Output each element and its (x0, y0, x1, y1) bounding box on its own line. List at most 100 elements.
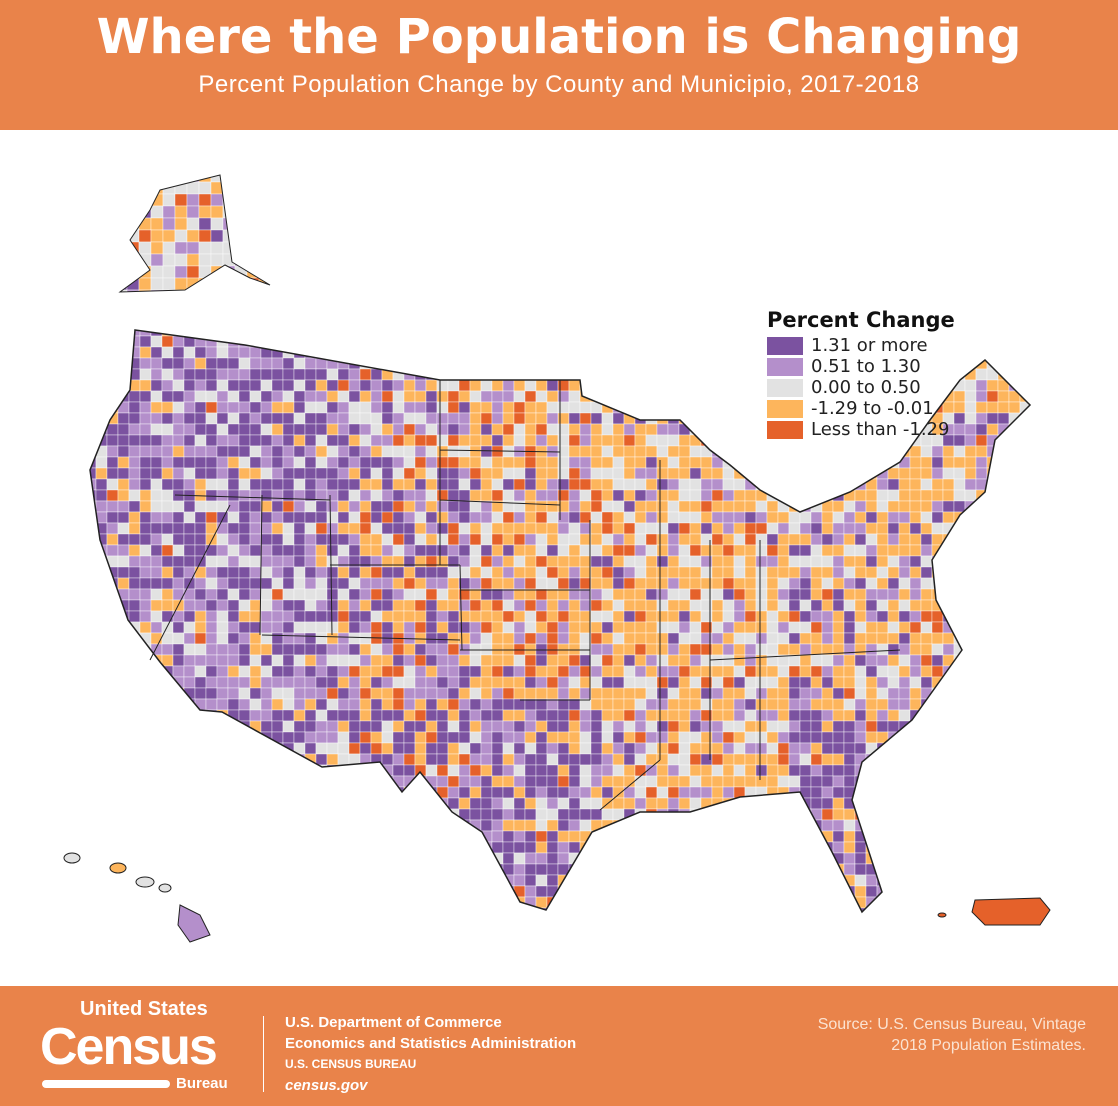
county-cell (117, 423, 130, 436)
county-cell (634, 819, 647, 832)
county-cell (832, 533, 845, 546)
county-cell (700, 841, 713, 854)
county-cell (425, 786, 438, 799)
county-cell (128, 709, 141, 722)
county-cell (491, 742, 504, 755)
county-cell (623, 555, 636, 568)
county-cell (953, 720, 966, 733)
county-cell (348, 632, 361, 645)
county-cell (139, 753, 152, 766)
county-cell (755, 863, 768, 876)
county-cell (524, 885, 537, 898)
county-cell (293, 687, 306, 700)
county-cell (337, 588, 350, 601)
county-cell (590, 330, 603, 337)
county-cell (986, 665, 999, 678)
county-cell (260, 764, 273, 777)
county-cell (90, 852, 97, 865)
county-cell (381, 621, 394, 634)
county-cell (942, 819, 955, 832)
county-cell (90, 874, 97, 887)
county-cell (205, 643, 218, 656)
county-cell (766, 643, 779, 656)
county-cell (513, 456, 526, 469)
county-cell (249, 423, 262, 436)
county-cell (227, 852, 240, 865)
county-cell (271, 330, 284, 337)
county-cell (370, 412, 383, 425)
county-cell (931, 698, 944, 711)
county-cell (425, 379, 438, 392)
county-cell (293, 533, 306, 546)
county-cell (711, 544, 724, 557)
county-cell (843, 863, 856, 876)
county-cell (162, 217, 176, 231)
county-cell (150, 277, 164, 291)
county-cell (744, 610, 757, 623)
county-cell (249, 566, 262, 579)
county-cell (128, 720, 141, 733)
county-cell (370, 467, 383, 480)
county-cell (590, 676, 603, 689)
county-cell (194, 500, 207, 513)
county-cell (557, 896, 570, 909)
census-link[interactable]: census.gov (285, 1077, 368, 1094)
county-cell (326, 390, 339, 403)
county-cell (436, 456, 449, 469)
county-cell (414, 588, 427, 601)
county-cell (711, 753, 724, 766)
county-cell (975, 863, 988, 876)
county-cell (975, 368, 988, 381)
county-cell (249, 687, 262, 700)
county-cell (513, 632, 526, 645)
county-cell (700, 456, 713, 469)
county-cell (557, 797, 570, 810)
county-cell (469, 566, 482, 579)
county-cell (667, 731, 680, 744)
county-cell (337, 368, 350, 381)
county-cell (832, 577, 845, 590)
county-cell (414, 709, 427, 722)
county-cell (931, 874, 944, 887)
county-cell (733, 676, 746, 689)
county-cell (502, 742, 515, 755)
county-cell (524, 753, 537, 766)
county-cell (568, 588, 581, 601)
county-cell (436, 621, 449, 634)
county-cell (920, 830, 933, 843)
county-cell (304, 852, 317, 865)
county-cell (128, 797, 141, 810)
county-cell (876, 863, 889, 876)
county-cell (150, 555, 163, 568)
county-cell (678, 698, 691, 711)
county-cell (381, 379, 394, 392)
county-cell (953, 775, 966, 788)
county-cell (249, 874, 262, 887)
county-cell (623, 698, 636, 711)
county-cell (887, 533, 900, 546)
county-cell (733, 335, 746, 348)
county-cell (568, 885, 581, 898)
county-cell (920, 522, 933, 535)
county-cell (95, 621, 108, 634)
county-cell (381, 797, 394, 810)
county-cell (293, 511, 306, 524)
county-cell (766, 456, 779, 469)
county-cell (524, 489, 537, 502)
county-cell (480, 368, 493, 381)
county-cell (403, 544, 416, 557)
county-cell (964, 654, 977, 667)
county-cell (348, 478, 361, 491)
county-cell (150, 456, 163, 469)
county-cell (403, 885, 416, 898)
county-cell (183, 841, 196, 854)
county-cell (821, 621, 834, 634)
county-cell (90, 577, 97, 590)
county-cell (689, 797, 702, 810)
county-cell (733, 698, 746, 711)
county-cell (425, 335, 438, 348)
county-cell (271, 478, 284, 491)
county-cell (601, 841, 614, 854)
census-logo[interactable]: United States Census Bureau (40, 998, 255, 1094)
county-cell (953, 764, 966, 777)
